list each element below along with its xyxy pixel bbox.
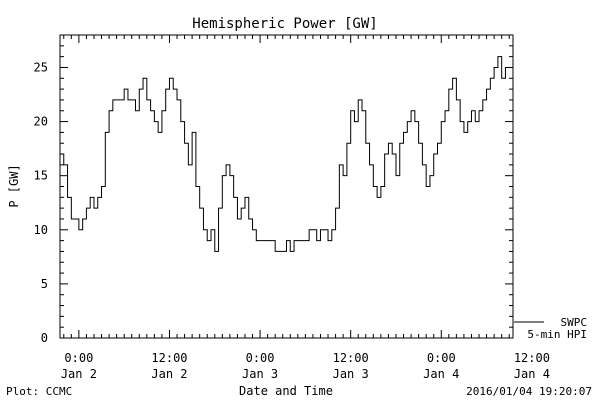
x-tick-time-label: 12:00 [514, 351, 550, 365]
y-tick-label: 0 [41, 331, 48, 345]
legend-label: SWPC [561, 316, 588, 329]
y-tick-label: 25 [34, 60, 48, 74]
series-layer [60, 56, 513, 252]
x-tick-time-label: 0:00 [64, 351, 93, 365]
y-tick-label: 5 [41, 277, 48, 291]
x-axis: 0:00 Jan 2 12:00 Jan 2 0:00 Jan 3 12:00 Jan 3 0:… [61, 35, 550, 381]
series-line-swpc [60, 56, 513, 252]
x-tick-date-label: Jan 2 [61, 367, 97, 381]
plot-credit: Plot: CCMC [6, 385, 72, 398]
y-tick-label: 15 [34, 169, 48, 183]
x-tick-date-label: Jan 2 [151, 367, 187, 381]
plot-timestamp: 2016/01/04 19:20:07 [466, 385, 592, 398]
x-tick-time-label: 12:00 [333, 351, 369, 365]
x-tick-time-label: 0:00 [427, 351, 456, 365]
y-tick-label: 10 [34, 223, 48, 237]
legend: SWPC 5-min HPI [514, 316, 587, 341]
y-axis-label: P [GW] [7, 164, 21, 207]
x-tick-date-label: Jan 3 [333, 367, 369, 381]
x-axis-label: Date and Time [239, 384, 333, 398]
plot-frame [59, 34, 514, 339]
x-tick-time-label: 12:00 [151, 351, 187, 365]
x-tick-date-label: Jan 3 [242, 367, 278, 381]
chart-title: Hemispheric Power [GW] [192, 16, 377, 32]
y-axis: 0 5 10 15 20 25 [34, 34, 513, 345]
x-tick-date-label: Jan 4 [514, 367, 550, 381]
y-tick-label: 20 [34, 115, 48, 129]
x-tick-date-label: Jan 4 [423, 367, 459, 381]
legend-sublabel: 5-min HPI [527, 328, 587, 341]
x-tick-time-label: 0:00 [246, 351, 275, 365]
